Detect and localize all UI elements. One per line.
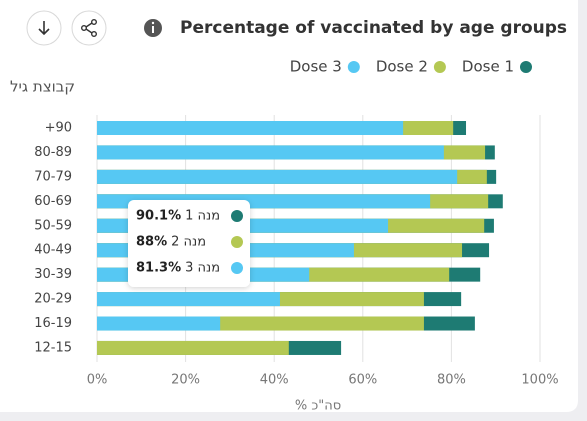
download-button[interactable] [26,10,62,46]
legend-label: Dose 1 [462,58,514,76]
chart-title: Percentage of vaccinated by age groups [180,18,567,38]
tooltip-box [128,200,250,287]
x-tick-label: 100% [521,373,558,388]
bar [97,316,221,331]
y-tick-label: 12-15 [34,340,72,355]
tooltip-marker [231,262,243,274]
bar [97,340,289,355]
tooltip-value: 90.1% [136,209,181,224]
y-tick-label: +90 [45,121,72,136]
legend-marker [347,61,360,73]
y-tick-label: 70-79 [34,169,72,184]
tooltip-marker [231,236,243,248]
legend-marker [433,61,446,73]
x-tick-label: 80% [437,373,466,388]
tooltip-label: מנה 2 [171,235,206,250]
bar [97,121,404,135]
y-tick-label: 16-19 [34,316,72,331]
legend-label: Dose 2 [376,58,428,76]
y-tick-label: 80-89 [34,145,72,160]
x-tick-label: 40% [260,373,289,388]
bar [97,292,280,307]
y-axis-label: קבוצת גיל [10,78,75,96]
x-tick-label: 20% [171,373,200,388]
y-tick-label: 40-49 [34,243,72,258]
tooltip-value: 88% [136,235,167,250]
info-icon[interactable] [144,19,162,37]
tooltip-value: 81.3% [136,261,181,276]
tooltip-label: מנה 1 [185,209,220,224]
y-tick-label: 60-69 [34,194,72,209]
legend-label: Dose 3 [290,58,342,76]
y-tick-label: 50-59 [34,218,72,233]
y-tick-label: 20-29 [34,292,72,307]
x-axis-label: % סה"כ [295,399,341,414]
tooltip: 90.1% מנה 1 88% מנה 2 81.3% מנה 3 [128,200,250,287]
x-tick-label: 0% [87,373,108,388]
y-tick-label: 30-39 [34,267,72,282]
bar [97,169,458,184]
share-button[interactable] [71,10,107,46]
x-tick-label: 60% [348,373,377,388]
tooltip-marker [231,210,243,222]
legend-marker [520,61,532,73]
tooltip-label: מנה 3 [185,261,220,276]
bar [97,145,444,160]
